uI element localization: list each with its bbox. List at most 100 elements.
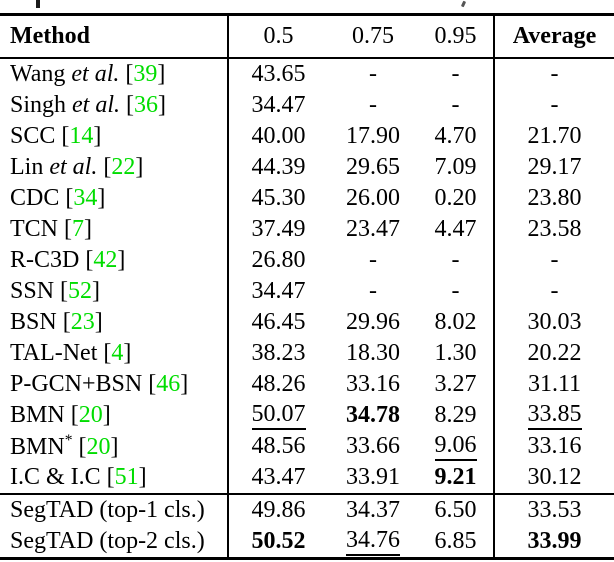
value-text: 33.16 xyxy=(346,371,400,397)
citation-bracket: [ xyxy=(120,92,135,118)
value-text: - xyxy=(451,92,460,118)
value-text: 30.03 xyxy=(527,309,582,335)
value-cell: 18.30 xyxy=(328,338,418,369)
value-cell: 33.16 xyxy=(328,369,418,400)
table-row: CDC [34] 45.30 26.00 0.20 23.80 xyxy=(0,183,614,214)
citation-number-link[interactable]: 23 xyxy=(70,309,95,335)
value-text: 49.86 xyxy=(251,497,306,523)
value-cell: - xyxy=(418,245,494,276)
value-cell: 4.70 xyxy=(418,121,494,152)
method-name-text: R-C3D xyxy=(10,247,80,273)
citation-number-link[interactable]: 7 xyxy=(72,216,84,242)
value-text: 6.85 xyxy=(434,528,477,554)
value-cell: 8.02 xyxy=(418,307,494,338)
value-cell: 33.53 xyxy=(493,493,614,526)
value-text: 23.47 xyxy=(346,216,400,242)
table-row: TAL-Net [4] 38.23 18.30 1.30 20.22 xyxy=(0,338,614,369)
header-row: Method 0.5 0.75 0.95 Average xyxy=(0,14,614,59)
table-row: R-C3D [42] 26.80 - - - xyxy=(0,245,614,276)
value-cell: 29.96 xyxy=(328,307,418,338)
citation-number-link[interactable]: 20 xyxy=(86,434,111,460)
value-cell: 48.26 xyxy=(227,369,328,400)
value-cell: 23.47 xyxy=(328,214,418,245)
method-name-cell: BSN [23] xyxy=(0,307,228,338)
method-name-text: SSN xyxy=(10,278,55,304)
value-cell: 48.56 xyxy=(227,431,328,462)
method-name-text: TAL-Net xyxy=(10,340,98,366)
table-row: SCC [14] 40.00 17.90 4.70 21.70 xyxy=(0,121,614,152)
column-header-iou-075: 0.75 xyxy=(328,14,418,59)
citation-number-link[interactable]: 14 xyxy=(69,123,94,149)
method-name-cell: SegTAD (top-2 cls.) xyxy=(0,526,228,559)
citation-number-link[interactable]: 52 xyxy=(68,278,93,304)
value-cell: - xyxy=(418,90,494,121)
value-cell: - xyxy=(328,276,418,307)
method-name-cell: TAL-Net [4] xyxy=(0,338,228,369)
cropped-caption-fragment xyxy=(0,0,614,13)
value-cell: 26.00 xyxy=(328,183,418,214)
value-cell: 38.23 xyxy=(227,338,328,369)
citation-bracket: ] xyxy=(102,402,111,428)
value-text: - xyxy=(369,92,377,118)
citation-bracket: ] xyxy=(84,216,92,242)
citation-bracket: [ xyxy=(97,340,112,366)
value-cell: 34.47 xyxy=(227,90,328,121)
value-cell: 7.09 xyxy=(418,152,494,183)
value-cell: 34.47 xyxy=(227,276,328,307)
value-text: 33.99 xyxy=(527,528,582,554)
citation-number-link[interactable]: 4 xyxy=(111,340,124,366)
value-text: 3.27 xyxy=(434,371,477,397)
table-row: TCN [7] 37.49 23.47 4.47 23.58 xyxy=(0,214,614,245)
value-cell: 4.47 xyxy=(418,214,494,245)
value-cell: 9.06 xyxy=(418,431,494,462)
method-name-text: SegTAD (top-2 cls.) xyxy=(10,528,205,554)
value-text: 8.29 xyxy=(434,402,477,428)
value-cell: 29.17 xyxy=(493,152,614,183)
value-text: 33.16 xyxy=(527,433,582,459)
column-header-average: Average xyxy=(493,14,614,59)
value-cell: 26.80 xyxy=(227,245,328,276)
citation-number-link[interactable]: 46 xyxy=(156,371,181,397)
citation-number-link[interactable]: 42 xyxy=(93,247,118,273)
citation-number-link[interactable]: 36 xyxy=(134,92,159,118)
citation-number-link[interactable]: 20 xyxy=(78,402,103,428)
citation-number-link[interactable]: 22 xyxy=(111,154,136,180)
citation-bracket: ] xyxy=(138,464,147,490)
citation-bracket: [ xyxy=(55,123,70,149)
value-text: 33.53 xyxy=(527,497,582,523)
value-cell: - xyxy=(418,58,494,90)
value-text: 40.00 xyxy=(251,123,306,149)
value-cell: 43.47 xyxy=(227,462,328,494)
method-name-text: SegTAD (top-1 cls.) xyxy=(10,497,205,523)
value-cell: 23.58 xyxy=(493,214,614,245)
value-text: - xyxy=(369,61,377,87)
value-cell: 34.37 xyxy=(328,493,418,526)
value-text: 37.49 xyxy=(251,216,306,242)
citation-number-link[interactable]: 51 xyxy=(114,464,139,490)
value-text: 48.26 xyxy=(251,371,306,397)
citation-number-link[interactable]: 34 xyxy=(73,185,98,211)
value-text: 4.70 xyxy=(434,123,477,149)
citation-bracket: ] xyxy=(97,185,106,211)
value-cell: 34.78 xyxy=(328,400,418,431)
method-name-cell: I.C & I.C [51] xyxy=(0,462,228,494)
value-cell: 37.49 xyxy=(227,214,328,245)
method-name-text: Singh xyxy=(10,92,73,118)
citation-bracket: ] xyxy=(157,61,166,87)
value-cell: 45.30 xyxy=(227,183,328,214)
value-text: 43.65 xyxy=(251,61,306,87)
value-cell: 34.76 xyxy=(328,526,418,559)
table-body: Wang et al. [39] 43.65- - - Singh et al. [36… xyxy=(0,58,614,559)
method-name-text: BMN xyxy=(10,434,65,460)
method-name-cell: Wang et al. [39] xyxy=(0,58,228,90)
value-text: - xyxy=(369,247,377,273)
value-text: 26.00 xyxy=(346,185,400,211)
value-cell: 30.03 xyxy=(493,307,614,338)
value-cell: 33.99 xyxy=(493,526,614,559)
value-cell: 1.30 xyxy=(418,338,494,369)
value-cell: - xyxy=(328,90,418,121)
table-row: SegTAD (top-1 cls.) 49.86 34.37 6.50 33.53 xyxy=(0,493,614,526)
citation-number-link[interactable]: 39 xyxy=(133,61,158,87)
method-name-cell: R-C3D [42] xyxy=(0,245,228,276)
value-text: 9.21 xyxy=(434,464,477,490)
